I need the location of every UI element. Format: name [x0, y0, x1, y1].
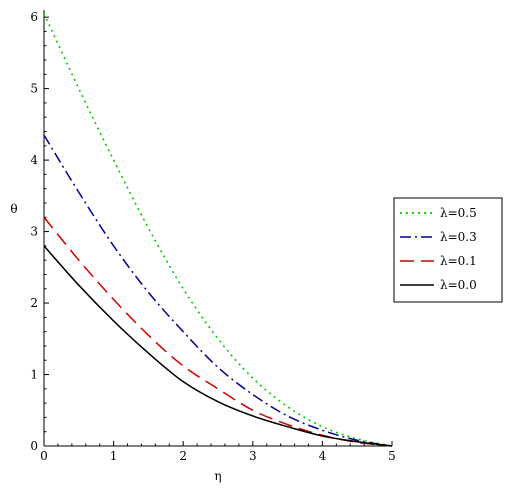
- y-tick-label: 5: [30, 82, 38, 96]
- y-tick-label: 4: [30, 153, 38, 167]
- y-tick-label: 2: [30, 296, 38, 310]
- x-axis-label: η: [214, 469, 221, 483]
- series-lines: [43, 13, 393, 447]
- legend: λ=0.5 λ=0.3 λ=0.1 λ=0.0: [393, 197, 503, 303]
- ticks: 0 1 2 3 4 5 0 1 2 3 4 5 6: [30, 10, 395, 463]
- y-tick-label: 0: [30, 439, 38, 453]
- legend-label-0: λ=0.5: [440, 206, 477, 220]
- x-tick-label: 5: [388, 449, 396, 463]
- series-line-2: [43, 216, 393, 447]
- axes: [43, 10, 392, 447]
- legend-label-1: λ=0.3: [440, 230, 477, 244]
- y-axis-label: θ: [10, 202, 17, 216]
- series-line-1: [43, 134, 393, 447]
- legend-label-3: λ=0.0: [440, 278, 477, 292]
- y-tick-label: 6: [30, 10, 38, 24]
- x-tick-label: 1: [110, 449, 118, 463]
- legend-label-2: λ=0.1: [440, 254, 477, 268]
- y-tick-label: 3: [30, 225, 38, 239]
- x-tick-label: 4: [319, 449, 327, 463]
- x-tick-label: 2: [179, 449, 187, 463]
- y-tick-label: 1: [30, 368, 38, 382]
- series-line-3: [43, 245, 393, 447]
- x-tick-label: 0: [40, 449, 48, 463]
- x-tick-label: 3: [249, 449, 257, 463]
- series-line-0: [43, 13, 393, 447]
